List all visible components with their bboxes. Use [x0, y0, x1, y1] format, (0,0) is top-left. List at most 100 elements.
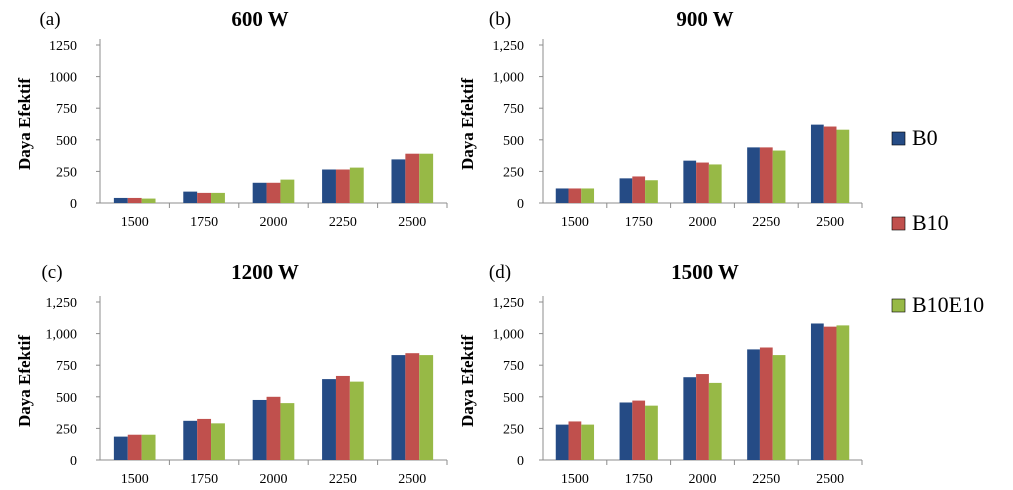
bar-b0-2250	[747, 147, 760, 203]
bar-b10-1500	[568, 421, 582, 460]
x-tick-label: 1500	[561, 215, 589, 230]
y-tick-label: 500	[503, 134, 524, 149]
bar-b10-1500	[127, 197, 142, 203]
bar-b10e10-2500	[419, 153, 434, 203]
bar-b0-1500	[113, 197, 128, 203]
bar-b10-2000	[266, 182, 281, 203]
bar-b10-2500	[405, 153, 420, 203]
bar-b10e10-2000	[280, 179, 295, 203]
chart-title: 900 W	[676, 7, 733, 31]
x-tick-label: 1750	[625, 215, 653, 230]
y-tick-label: 750	[503, 359, 524, 374]
y-tick-label: 1250	[49, 39, 77, 54]
legend-swatch-b10	[891, 216, 906, 231]
bar-b0-1500	[555, 424, 569, 460]
bar-b10e10-1500	[141, 434, 156, 460]
y-tick-label: 0	[70, 197, 77, 212]
x-tick-label: 2500	[398, 215, 426, 230]
bar-b10e10-2250	[772, 355, 786, 460]
bar-b0-2500	[810, 323, 824, 460]
bar-b10e10-1750	[645, 180, 658, 203]
x-tick-label: 1500	[121, 472, 149, 487]
bar-b0-2250	[747, 349, 760, 460]
chart-panel-a: (a) 600 W Daya Efektif 0 250 500 750 1000 1250 15…	[15, 7, 448, 230]
legend: B0 B10 B10E10	[891, 125, 984, 317]
x-tick-label: 1750	[190, 472, 218, 487]
x-tick-label: 1750	[190, 215, 218, 230]
bar-b10-2500	[405, 353, 420, 460]
x-tick-label: 1500	[561, 472, 589, 487]
bar-b10-2250	[335, 375, 350, 460]
bar-b10-1750	[632, 176, 646, 203]
chart-title: 600 W	[231, 7, 288, 31]
legend-swatch-b10e10	[891, 298, 906, 313]
bar-b10e10-2250	[349, 381, 364, 460]
bar-b10-2000	[266, 396, 281, 460]
bar-b10e10-2500	[836, 129, 850, 203]
chart-panel-d: (d) 1500 W Daya Efektif 0 250 500 750 1,000 1,25…	[458, 260, 863, 487]
bar-b0-1750	[183, 420, 198, 460]
y-tick-label: 0	[70, 454, 77, 469]
bar-b10e10-1500	[141, 198, 156, 203]
y-axis-label: Daya Efektif	[15, 335, 34, 427]
y-tick-label: 500	[56, 134, 77, 149]
x-tick-label: 1750	[625, 472, 653, 487]
y-tick-label: 0	[517, 454, 524, 469]
x-tick-label: 2500	[816, 215, 844, 230]
y-tick-label: 500	[56, 391, 77, 406]
chart-title: 1500 W	[671, 260, 739, 284]
bar-b10-1500	[568, 188, 582, 203]
bar-b10e10-2500	[419, 355, 434, 460]
y-tick-label: 750	[56, 102, 77, 117]
bar-b10-1750	[632, 400, 646, 460]
x-tick-label: 2500	[816, 472, 844, 487]
bar-b10e10-1500	[581, 188, 595, 203]
bar-b0-2500	[810, 124, 824, 203]
bar-b0-2000	[683, 377, 697, 460]
bar-b0-2500	[391, 159, 406, 203]
y-tick-label: 750	[56, 359, 77, 374]
bar-b10e10-2250	[349, 167, 364, 203]
chart-panel-c: (c) 1200 W Daya Efektif 0 250 500 750 1,000 1,25…	[15, 260, 448, 487]
x-tick-label: 2250	[329, 472, 357, 487]
bar-b10e10-2000	[708, 164, 722, 203]
panel-label: (c)	[41, 262, 62, 283]
y-tick-label: 1,250	[46, 296, 78, 311]
bar-b10e10-2250	[772, 150, 786, 203]
bar-b10e10-1750	[211, 423, 225, 460]
x-tick-label: 1500	[121, 215, 149, 230]
x-tick-label: 2500	[398, 472, 426, 487]
y-axis-label: Daya Efektif	[15, 78, 34, 170]
y-tick-label: 250	[503, 422, 524, 437]
bar-b0-1500	[113, 436, 128, 460]
y-tick-label: 750	[503, 102, 524, 117]
bar-b0-2000	[683, 160, 697, 203]
panel-label: (b)	[489, 9, 511, 30]
y-tick-label: 1000	[49, 71, 77, 86]
x-tick-label: 2250	[752, 215, 780, 230]
bar-b10-2500	[823, 126, 837, 203]
bar-b0-2250	[322, 169, 336, 203]
y-tick-label: 1,250	[493, 296, 525, 311]
x-tick-label: 2000	[260, 472, 288, 487]
y-tick-label: 250	[503, 165, 524, 180]
legend-label-b10e10: B10E10	[912, 292, 984, 317]
bar-b10e10-2000	[280, 403, 295, 460]
y-axis-label: Daya Efektif	[458, 335, 477, 427]
y-axis-label: Daya Efektif	[458, 78, 477, 170]
y-tick-label: 1,000	[46, 328, 78, 343]
bar-b0-1500	[555, 188, 569, 203]
y-tick-label: 500	[503, 391, 524, 406]
y-tick-label: 1,250	[493, 39, 525, 54]
bar-b0-2250	[322, 379, 336, 460]
bar-b10-1500	[127, 434, 142, 460]
bar-b0-1750	[619, 402, 633, 460]
legend-label-b0: B0	[912, 125, 938, 150]
y-tick-label: 1,000	[493, 71, 525, 86]
bar-b10e10-2500	[836, 325, 850, 460]
bar-b10e10-1750	[211, 192, 225, 203]
y-tick-label: 1,000	[493, 328, 525, 343]
legend-label-b10: B10	[912, 210, 949, 235]
bar-b10e10-1500	[581, 424, 595, 460]
